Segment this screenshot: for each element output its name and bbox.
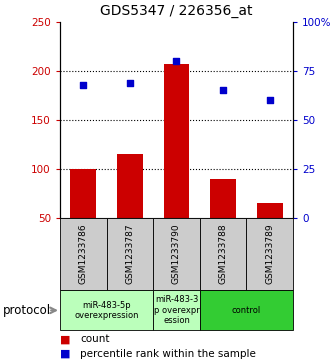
Point xyxy=(174,58,179,64)
Text: control: control xyxy=(232,306,261,315)
Bar xyxy=(153,218,200,290)
Text: GSM1233790: GSM1233790 xyxy=(172,224,181,285)
Bar xyxy=(246,218,293,290)
Bar xyxy=(257,203,282,218)
Bar xyxy=(60,218,107,290)
Bar xyxy=(200,290,293,330)
Text: miR-483-5p
overexpression: miR-483-5p overexpression xyxy=(74,301,139,320)
Bar xyxy=(200,218,246,290)
Text: GSM1233789: GSM1233789 xyxy=(265,224,274,285)
Point xyxy=(220,87,226,93)
Point xyxy=(267,97,272,103)
Bar xyxy=(153,290,200,330)
Text: GSM1233787: GSM1233787 xyxy=(125,224,135,285)
Text: miR-483-3
p overexpr
ession: miR-483-3 p overexpr ession xyxy=(154,295,199,325)
Bar xyxy=(210,179,236,218)
Text: protocol: protocol xyxy=(3,304,52,317)
Text: percentile rank within the sample: percentile rank within the sample xyxy=(80,349,256,359)
Text: count: count xyxy=(80,334,110,344)
Bar xyxy=(107,218,153,290)
Point xyxy=(127,79,133,85)
Bar xyxy=(117,154,143,218)
Text: GSM1233786: GSM1233786 xyxy=(79,224,88,285)
Text: ■: ■ xyxy=(60,349,71,359)
Point xyxy=(81,82,86,87)
Text: GSM1233788: GSM1233788 xyxy=(218,224,228,285)
Title: GDS5347 / 226356_at: GDS5347 / 226356_at xyxy=(100,4,253,18)
Text: ■: ■ xyxy=(60,334,71,344)
Bar xyxy=(71,169,96,218)
Bar xyxy=(60,290,153,330)
Bar xyxy=(164,64,189,218)
